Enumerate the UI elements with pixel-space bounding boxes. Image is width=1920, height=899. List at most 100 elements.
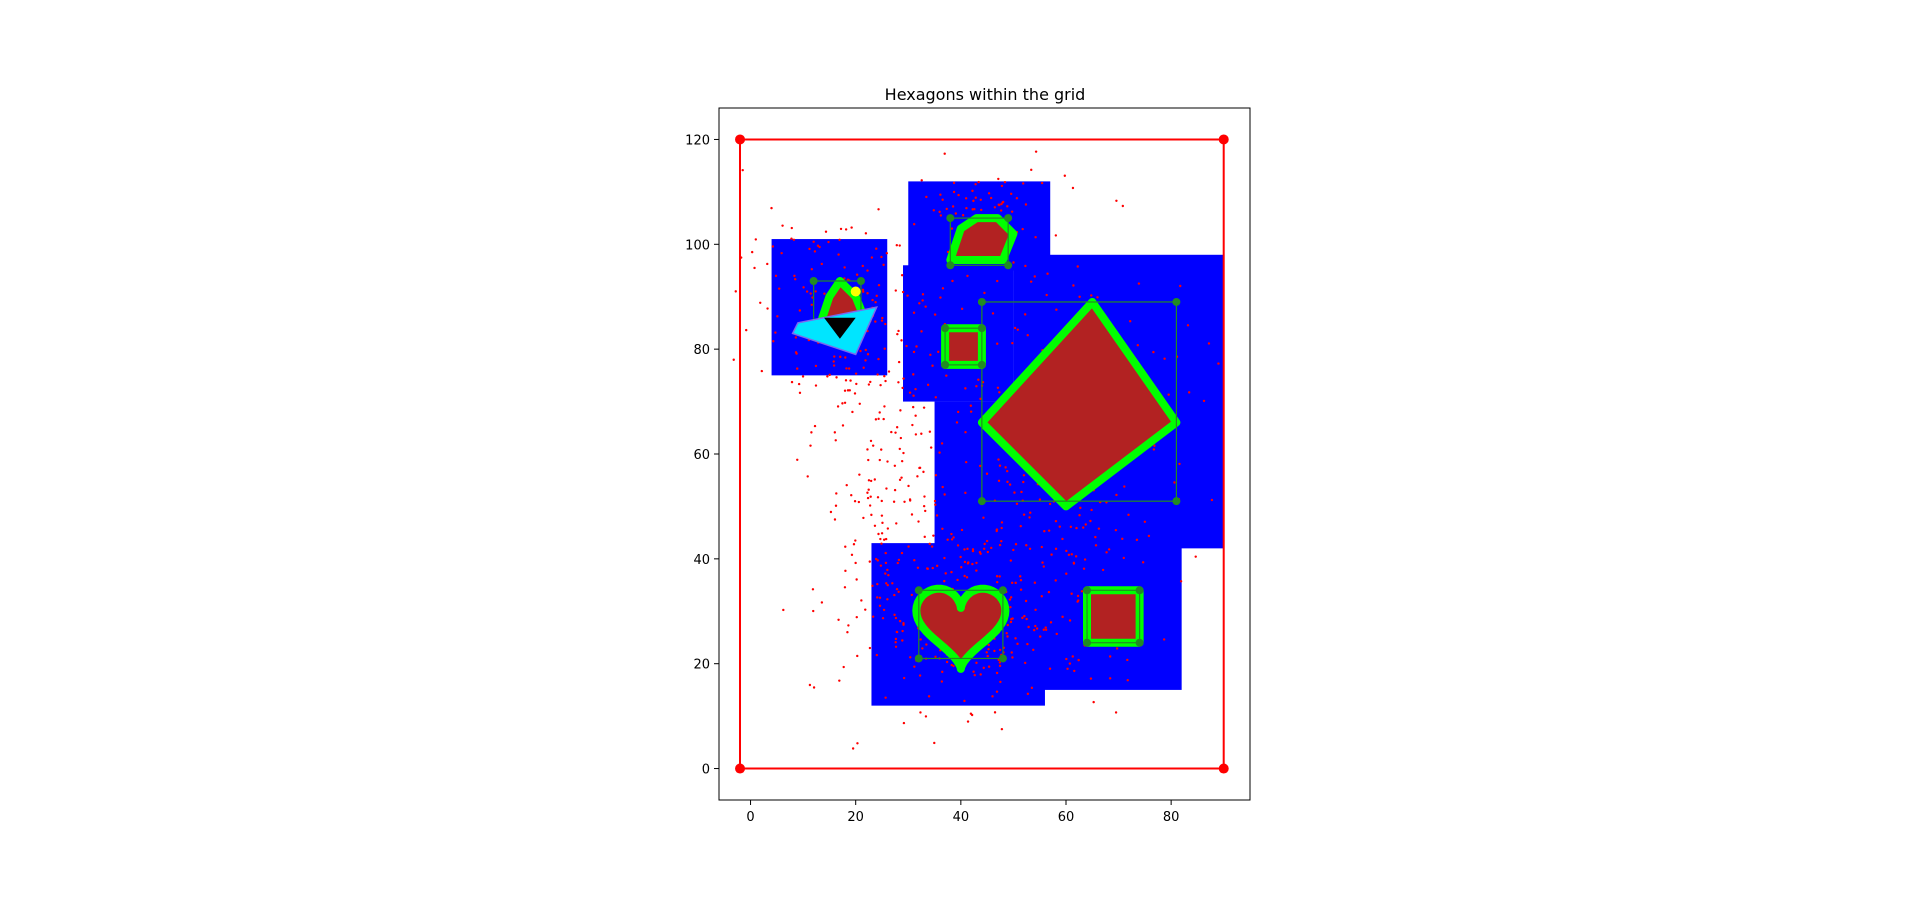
scatter-point xyxy=(908,391,912,394)
scatter-point xyxy=(940,680,944,683)
scatter-point xyxy=(921,293,925,296)
scatter-point xyxy=(1080,590,1084,593)
scatter-point xyxy=(833,431,837,434)
scatter-point xyxy=(907,484,910,488)
scatter-point xyxy=(996,279,999,283)
scatter-point xyxy=(932,209,936,212)
scatter-point xyxy=(1167,393,1170,396)
scatter-point xyxy=(900,551,904,555)
scatter-point xyxy=(960,566,963,569)
scatter-point xyxy=(750,250,754,254)
boundary-corner xyxy=(1218,763,1229,774)
scatter-point xyxy=(1046,272,1049,275)
scatter-point xyxy=(869,439,873,443)
scatter-point xyxy=(794,336,798,339)
scatter-point xyxy=(893,464,897,468)
scatter-point xyxy=(1026,692,1030,696)
bbox-corner xyxy=(1083,638,1092,647)
scatter-point xyxy=(1090,508,1093,512)
scatter-point xyxy=(921,647,924,650)
scatter-point xyxy=(884,379,887,383)
scatter-point xyxy=(745,328,748,332)
scatter-point xyxy=(952,190,956,194)
scatter-point xyxy=(1006,205,1009,208)
scatter-point xyxy=(790,380,794,384)
scatter-point xyxy=(963,548,966,551)
scatter-point xyxy=(1043,530,1046,533)
scatter-point xyxy=(956,544,960,547)
scatter-point xyxy=(997,177,1000,181)
scatter-point xyxy=(963,699,966,703)
bbox-large-diamond xyxy=(981,301,1177,502)
scatter-point xyxy=(1011,617,1014,620)
scatter-point xyxy=(922,504,926,508)
scatter-point xyxy=(1042,628,1046,631)
bbox-corner xyxy=(946,261,955,270)
scatter-point xyxy=(1019,575,1022,578)
scatter-point xyxy=(877,283,881,287)
scatter-point xyxy=(790,226,793,230)
scatter-point xyxy=(1179,284,1182,288)
scatter-point xyxy=(879,564,883,567)
scatter-point xyxy=(971,549,975,553)
scatter-point xyxy=(886,460,889,463)
scatter-point xyxy=(1077,658,1080,662)
scatter-point xyxy=(1152,448,1156,451)
scatter-point xyxy=(1163,357,1166,360)
y-tick-label: 80 xyxy=(693,343,710,358)
scatter-point xyxy=(1143,520,1147,523)
scatter-point xyxy=(1114,528,1118,532)
scatter-point xyxy=(1029,511,1032,514)
scatter-point xyxy=(1147,534,1151,538)
scatter-point xyxy=(897,590,900,593)
scatter-point xyxy=(1030,686,1034,690)
scatter-point xyxy=(1061,537,1064,541)
scatter-point xyxy=(895,630,899,634)
scatter-point xyxy=(1038,498,1042,501)
bbox-top-hexagon xyxy=(949,217,1009,266)
scatter-point xyxy=(969,404,973,407)
scatter-point xyxy=(867,383,871,386)
scatter-point xyxy=(964,387,967,390)
scatter-point xyxy=(993,206,997,209)
scatter-point xyxy=(1029,280,1033,283)
scatter-point xyxy=(1072,284,1075,287)
scatter-point xyxy=(1044,628,1048,631)
scatter-point xyxy=(771,245,775,248)
scatter-point xyxy=(882,417,885,421)
scatter-point xyxy=(952,181,956,185)
scatter-point xyxy=(1006,480,1009,484)
scatter-point xyxy=(759,301,762,304)
scatter-point xyxy=(1014,543,1018,546)
scatter-point xyxy=(1122,556,1125,560)
bbox-corner xyxy=(914,654,923,663)
scatter-point xyxy=(893,613,896,617)
scatter-point xyxy=(987,665,991,668)
scatter-point xyxy=(809,444,812,447)
y-tick-label: 120 xyxy=(685,133,710,148)
scatter-point xyxy=(766,262,769,266)
scatter-point xyxy=(971,189,974,193)
scatter-point xyxy=(1123,485,1126,488)
scatter-point xyxy=(975,569,978,572)
shape-small-square xyxy=(941,324,986,369)
scatter-point xyxy=(985,539,989,543)
bbox-corner xyxy=(977,497,986,506)
bbox-corner xyxy=(856,277,865,285)
scatter-point xyxy=(898,447,901,451)
scatter-point xyxy=(794,278,797,281)
scatter-point xyxy=(1028,516,1031,519)
scatter-point xyxy=(1055,632,1058,636)
scatter-point xyxy=(760,369,764,373)
scatter-point xyxy=(987,192,991,195)
scatter-point xyxy=(847,624,850,627)
scatter-point xyxy=(884,322,887,326)
scatter-point xyxy=(929,353,932,357)
scatter-point xyxy=(998,391,1001,394)
scatter-point xyxy=(997,458,1000,461)
scatter-point xyxy=(1075,526,1078,530)
scatter-point xyxy=(957,193,960,197)
scatter-point xyxy=(932,534,935,537)
scatter-point xyxy=(950,532,953,536)
scatter-point xyxy=(1068,619,1072,622)
